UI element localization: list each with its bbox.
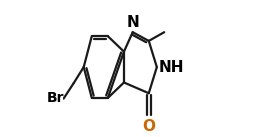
Text: NH: NH: [159, 60, 184, 75]
Text: N: N: [126, 15, 139, 29]
Text: O: O: [142, 119, 155, 134]
Text: Br: Br: [47, 91, 64, 105]
